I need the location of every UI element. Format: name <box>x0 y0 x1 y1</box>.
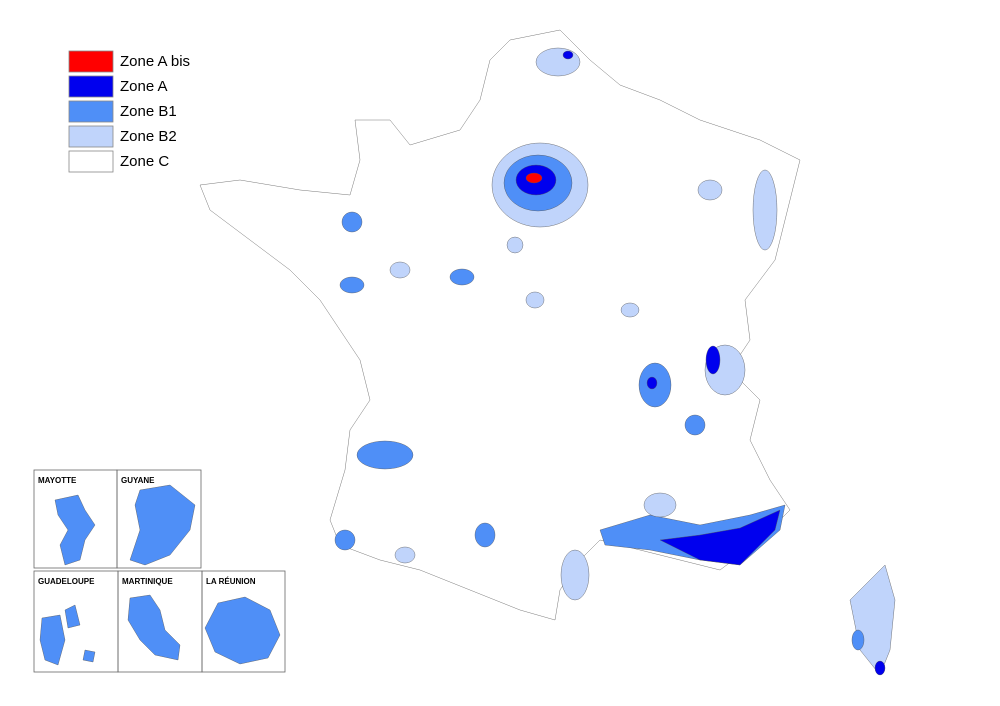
legend-label: Zone C <box>120 153 169 170</box>
legend: Zone A bis Zone A Zone B1 Zone B2 Zone C <box>68 50 190 173</box>
legend-swatch <box>68 75 114 98</box>
inset-shapes <box>39 484 281 666</box>
zone-shape <box>643 492 677 518</box>
zone-shape <box>684 414 706 436</box>
zone-shape <box>697 179 723 201</box>
zone-shape <box>620 302 640 318</box>
legend-swatch <box>68 50 114 73</box>
mayotte <box>54 494 96 566</box>
legend-label: Zone A <box>120 78 168 95</box>
insets <box>33 469 286 673</box>
france-outline <box>199 29 801 621</box>
inset-box <box>116 469 202 569</box>
legend-swatch <box>68 150 114 173</box>
zone-shape <box>449 268 475 286</box>
zones <box>334 47 886 676</box>
inset-label: GUADELOUPE <box>38 577 95 586</box>
zone-shape <box>535 47 581 77</box>
zone-shape <box>341 211 363 233</box>
legend-label: Zone B1 <box>120 103 177 120</box>
martinique <box>127 594 181 661</box>
inset-label: GUYANE <box>121 476 155 485</box>
zone-shape <box>525 172 543 184</box>
reunion <box>204 596 281 665</box>
corsica <box>849 564 896 676</box>
zone-shape <box>506 236 524 254</box>
inset-label: MAYOTTE <box>38 476 77 485</box>
inset-label: LA RÉUNION <box>206 577 256 586</box>
legend-label: Zone A bis <box>120 53 190 70</box>
legend-swatch <box>68 100 114 123</box>
zone-shape <box>474 522 496 548</box>
zone-shape <box>705 345 721 375</box>
zone-shape <box>851 629 865 651</box>
zone-shape <box>752 169 778 251</box>
zone-shape <box>646 376 658 390</box>
zone-shape <box>356 440 414 470</box>
inset-label: MARTINIQUE <box>122 577 173 586</box>
zone-shape <box>874 660 886 676</box>
zone-shape <box>339 276 365 294</box>
inset-labels: MAYOTTE GUYANE GUADELOUPE MARTINIQUE LA RÉUN… <box>38 476 256 586</box>
guadeloupe <box>39 604 96 666</box>
zone-shape <box>334 529 356 551</box>
zone-shape <box>394 546 416 564</box>
inset-box <box>201 570 286 673</box>
legend-swatch <box>68 125 114 148</box>
zone-shape <box>659 509 781 566</box>
legend-label: Zone B2 <box>120 128 177 145</box>
zone-shape <box>562 50 574 60</box>
zone-shape <box>389 261 411 279</box>
zone-shape <box>525 291 545 309</box>
zone-shape <box>560 549 590 601</box>
guyane <box>129 484 196 566</box>
